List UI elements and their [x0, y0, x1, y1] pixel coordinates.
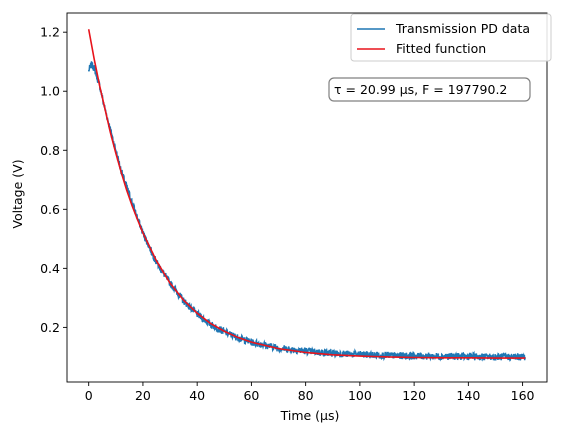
annotation-text: τ = 20.99 µs, F = 197790.2 [334, 82, 507, 97]
y-tick-label: 0.4 [40, 261, 60, 276]
y-tick-label: 1.2 [40, 25, 60, 40]
x-tick-label: 120 [402, 388, 426, 403]
y-axis-label: Voltage (V) [10, 159, 25, 228]
annotation-box [328, 77, 531, 102]
x-tick-label: 40 [189, 388, 205, 403]
x-tick-label: 20 [135, 388, 151, 403]
y-tick-label: 0.2 [40, 320, 60, 335]
x-tick-label: 0 [85, 388, 93, 403]
axes: 0 20 40 60 80 100 120 140 160 0.2 0.4 0.6 0.8 1.0 1.2 [40, 12, 548, 403]
series-fitted-function [87, 29, 526, 359]
y-tick-label: 1.0 [40, 84, 60, 99]
x-tick-label: 140 [456, 388, 480, 403]
y-tick-label: 0.8 [40, 143, 60, 158]
x-tick-label: 160 [511, 388, 535, 403]
legend-label-fit: Fitted function [396, 41, 486, 56]
axes-frame [66, 12, 548, 383]
x-tick-label: 60 [243, 388, 259, 403]
x-axis-label: Time (µs) [280, 408, 340, 423]
annotation: τ = 20.99 µs, F = 197790.2 [328, 77, 531, 102]
x-tick-label: 80 [298, 388, 314, 403]
plot-area [87, 29, 527, 362]
x-tick-label: 100 [348, 388, 372, 403]
y-tick-label: 0.6 [40, 202, 60, 217]
legend-label-data: Transmission PD data [395, 21, 530, 36]
legend: Transmission PD data Fitted function [350, 13, 552, 62]
legend-box [350, 13, 552, 62]
